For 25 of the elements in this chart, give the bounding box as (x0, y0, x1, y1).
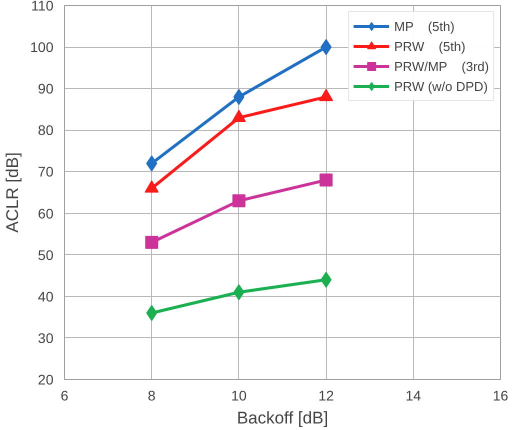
x-tick-label: 12 (318, 388, 334, 404)
point (320, 174, 333, 187)
x-tick-label: 6 (60, 388, 69, 404)
x-tick-label: 16 (492, 388, 508, 404)
x-tick-label: 8 (148, 388, 156, 404)
y-tick-label: 50 (38, 246, 54, 263)
y-axis-title: ACLR [dB] (3, 152, 22, 233)
y-tick-label: 110 (31, 0, 54, 14)
legend-label: PRW (5th) (394, 38, 466, 54)
legend-label: PRW (w/o DPD) (394, 78, 488, 94)
y-tick-label: 60 (38, 205, 54, 222)
legend-label: PRW/MP (3rd) (394, 58, 489, 74)
y-tick-label: 80 (38, 122, 54, 138)
legend-label: MP (5th) (394, 18, 455, 34)
x-tick-label: 10 (231, 388, 247, 404)
x-axis-title: Backoff [dB] (236, 408, 328, 428)
point (145, 236, 158, 249)
y-tick-label: 40 (38, 288, 54, 304)
point (232, 194, 246, 208)
y-tick-label: 30 (38, 330, 54, 346)
y-tick-label: 90 (38, 80, 54, 97)
y-tick-label: 20 (38, 372, 54, 388)
y-tick-label: 70 (38, 164, 54, 180)
y-tick-label: 100 (30, 39, 54, 56)
x-tick-label: 14 (406, 388, 422, 404)
